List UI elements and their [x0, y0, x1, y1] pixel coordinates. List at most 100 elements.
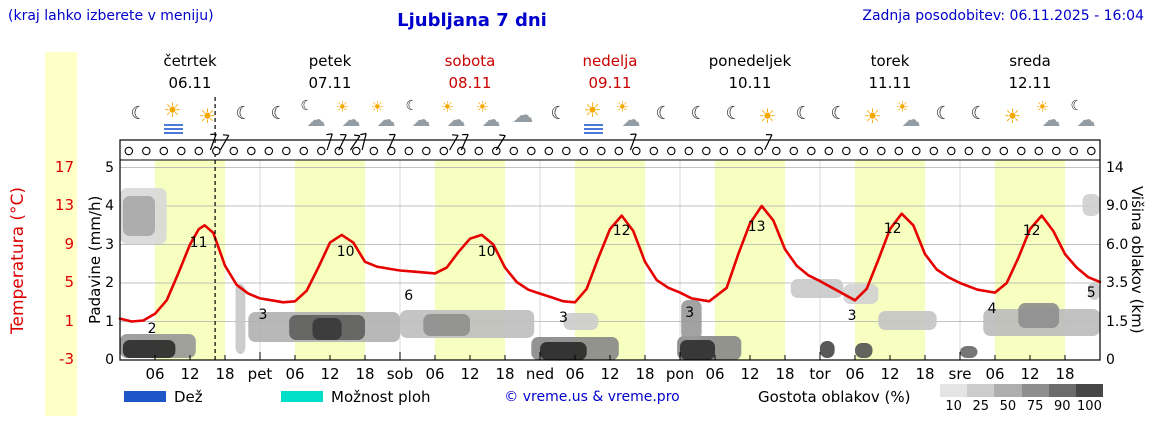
cloud-cover-symbol [824, 146, 834, 156]
cloud-density-blob [423, 314, 470, 336]
cloud-cover-symbol [702, 146, 711, 156]
cloud-density-blob [681, 300, 702, 340]
showers-legend-swatch [281, 391, 323, 402]
cloud-scale-value: 75 [1026, 399, 1044, 414]
cloud-cover-symbol [807, 146, 816, 156]
cloud-density-blob [878, 311, 937, 330]
cloud-scale-value: 100 [1077, 399, 1102, 414]
cloud-density-blob [540, 342, 587, 360]
cloud-cover-symbol [632, 146, 641, 156]
cloud-cover-symbol [614, 146, 624, 156]
cloud-cover-symbol [177, 146, 186, 156]
wind-barb-tick [630, 133, 637, 136]
cloud-cover-symbol [352, 146, 361, 156]
cloud-cover-symbol [982, 146, 991, 156]
cloud-density-blob [312, 318, 342, 340]
cloud-cover-symbol [1087, 146, 1096, 156]
cloud-cover-symbol [142, 146, 151, 156]
cloud-density-blob [1088, 282, 1100, 300]
daytime-band [715, 160, 785, 360]
last-update-label: Zadnja posodobitev: 06.11.2025 - 16:04 [862, 8, 1144, 24]
cloud-scale-segment [1021, 384, 1049, 397]
cloud-density-blob [122, 196, 155, 236]
cloud-cover-symbol [1017, 146, 1026, 156]
wind-barb-tick [499, 134, 506, 137]
cloud-scale-segment [1048, 384, 1076, 397]
cloud-scale-segment [940, 384, 968, 397]
page-title: Ljubljana 7 dni [397, 10, 547, 31]
cloud-height-axis-title: Višina oblakov (km) [1128, 186, 1146, 334]
cloud-cover-symbol [439, 146, 449, 156]
wind-barb [338, 134, 347, 151]
cloud-cover-symbol [684, 146, 694, 156]
cloud-density-scale [940, 384, 1104, 397]
cloud-cover-symbol [159, 146, 169, 156]
cloud-cover-symbol [422, 146, 431, 156]
cloud-cover-symbol [1034, 146, 1044, 156]
cloud-cover-symbol [1052, 146, 1061, 156]
rain-legend-label: Dež [174, 388, 203, 406]
cloud-cover-symbol [772, 146, 781, 156]
cloud-cover-symbol [562, 146, 571, 156]
wind-barb [387, 134, 396, 151]
cloud-density-blob [960, 346, 978, 358]
left-axis-strip [45, 52, 77, 416]
cloud-scale-segment [994, 384, 1022, 397]
cloud-cover-symbol [877, 146, 886, 156]
cloud-cover-symbol [667, 146, 676, 156]
wind-barb-tick [353, 134, 360, 137]
cloud-cover-symbol [527, 146, 536, 156]
cloud-density-blob [855, 343, 873, 358]
cloud-cover-symbol [457, 146, 466, 156]
cloud-scale-segment [1075, 384, 1104, 397]
cloud-cover-symbol [369, 146, 379, 156]
wind-barb [460, 134, 469, 151]
cloud-cover-symbol [1069, 146, 1079, 156]
menu-hint: (kraj lahko izberete v meniju) [8, 8, 214, 24]
cloud-scale-value: 90 [1054, 399, 1071, 414]
cloud-cover-symbol [194, 146, 204, 156]
cloud-cover-symbol [334, 146, 344, 156]
wind-barb [629, 133, 637, 151]
cloud-density-blob [790, 279, 844, 298]
cloud-density-label: Gostota oblakov (%) [758, 388, 911, 406]
cloud-cover-symbol [649, 146, 659, 156]
wind-barb [449, 134, 459, 151]
rain-legend-swatch [124, 391, 166, 402]
wind-barb [764, 134, 773, 151]
cloud-cover-symbol [544, 146, 554, 156]
cloud-cover-symbol [719, 146, 729, 156]
cloud-cover-symbol [317, 146, 326, 156]
cloud-cover-symbol [842, 146, 851, 156]
cloud-cover-symbol [947, 146, 956, 156]
cloud-density-blob [563, 313, 599, 330]
showers-legend-label: Možnost ploh [331, 388, 431, 406]
temperature-curve [118, 204, 1102, 323]
cloud-density-blob [1082, 194, 1100, 216]
cloud-scale-segment [967, 384, 995, 397]
cloud-density-scale-values: 10 25 50 75 90 100 [940, 399, 1103, 414]
cloud-cover-symbol [264, 146, 274, 156]
wind-barb [495, 135, 506, 151]
cloud-cover-symbol [247, 146, 256, 156]
wind-barb-tick [210, 133, 217, 136]
cloud-cover-symbol [282, 146, 291, 156]
cloud-cover-symbol [299, 146, 309, 156]
wind-barb [209, 133, 217, 151]
cloud-cover-symbol [404, 146, 414, 156]
cloud-cover-symbol [597, 146, 606, 156]
cloud-cover-symbol [859, 146, 869, 156]
cloud-scale-value: 10 [945, 399, 962, 414]
wind-barb [219, 134, 230, 151]
cloud-cover-symbol [737, 146, 746, 156]
cloud-density-blob [235, 284, 246, 354]
wind-barb [349, 135, 361, 151]
cloud-cover-symbol [579, 146, 589, 156]
cloud-density-blob [1018, 303, 1060, 328]
wind-barb [361, 133, 367, 151]
cloud-cover-symbol [509, 146, 519, 156]
copyright-link[interactable]: © vreme.us & vreme.pro [504, 389, 680, 405]
wind-barb-tick [326, 133, 333, 136]
